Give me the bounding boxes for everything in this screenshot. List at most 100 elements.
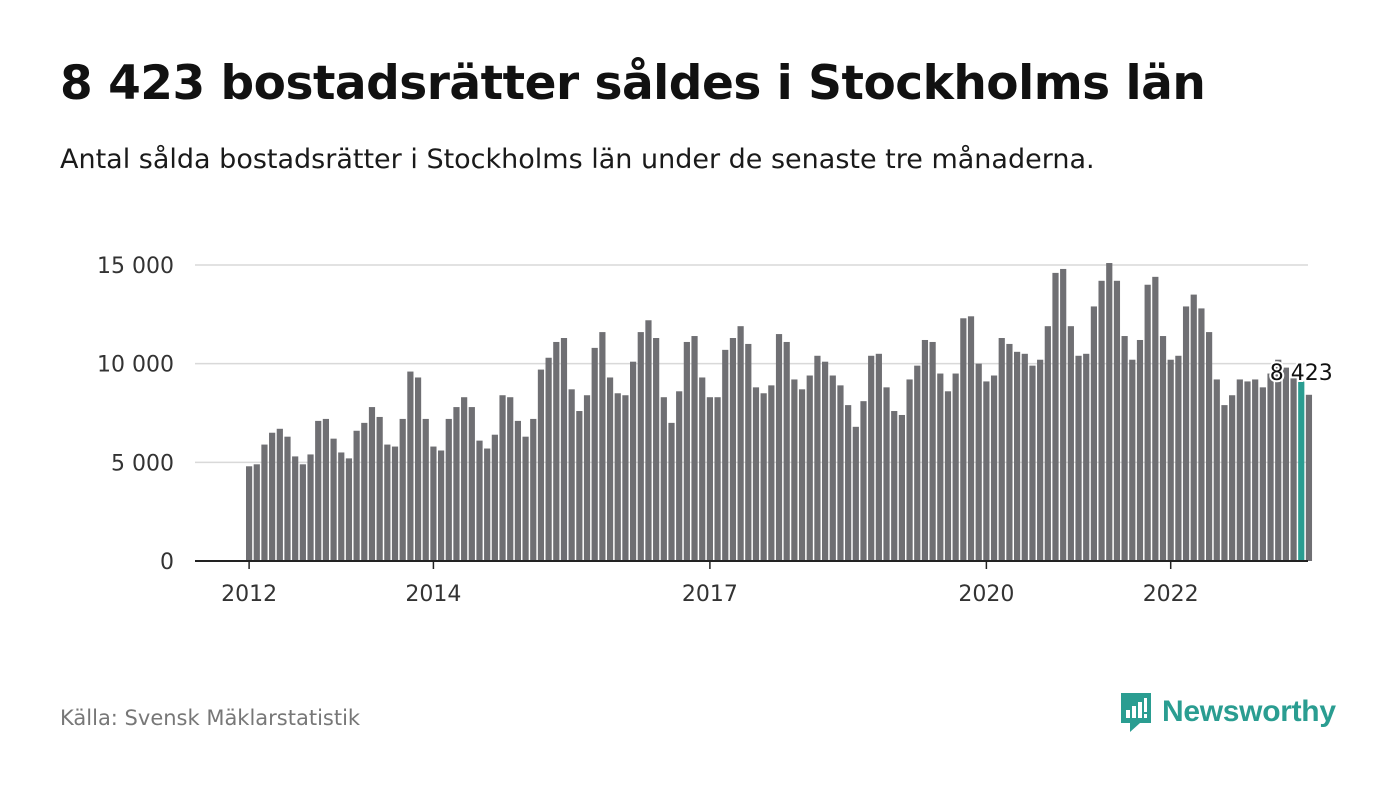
bar (384, 444, 391, 561)
bar (522, 436, 529, 561)
bar (315, 420, 322, 561)
bar (276, 428, 283, 561)
bar (361, 422, 368, 561)
highlighted-bar (1298, 381, 1305, 561)
bar (1060, 268, 1067, 561)
bar (568, 389, 575, 561)
bar (729, 338, 737, 561)
bar (706, 397, 713, 561)
x-tick-labels: 2012 2014 2017 2020 2022 (221, 561, 1199, 607)
bar (891, 411, 898, 561)
bar (338, 452, 345, 561)
bar (1252, 379, 1259, 561)
annotations: 8 423 (1268, 359, 1335, 388)
bar (1067, 326, 1074, 561)
x-tick-label: 2017 (682, 582, 738, 607)
bar (1121, 336, 1128, 561)
bar (791, 379, 798, 561)
bar (1182, 306, 1190, 561)
bar (1167, 359, 1174, 561)
bar (507, 397, 514, 561)
bar (760, 393, 767, 561)
bar (537, 369, 545, 561)
bar (1090, 306, 1097, 561)
bar (284, 436, 291, 561)
brand-logo[interactable]: Newsworthy (1118, 690, 1336, 734)
bar (614, 393, 621, 561)
bar (583, 395, 591, 561)
bar (253, 464, 260, 561)
chart-title: 8 423 bostadsrätter såldes i Stockholms … (60, 56, 1206, 111)
bar (637, 332, 644, 561)
bar (1044, 326, 1051, 561)
bar (998, 338, 1005, 561)
bar (299, 464, 306, 561)
bar (1206, 332, 1213, 561)
bar (845, 405, 852, 561)
bar (983, 381, 990, 561)
bar (1190, 294, 1197, 561)
bar (829, 375, 836, 561)
bar (530, 418, 537, 561)
bar (368, 407, 376, 561)
bar (476, 440, 483, 561)
bar (1014, 351, 1021, 561)
bar (798, 389, 806, 561)
bar (752, 387, 760, 561)
bar (345, 458, 353, 561)
bar (990, 375, 998, 561)
bar (591, 347, 598, 561)
bar (683, 341, 690, 561)
bar (814, 355, 821, 561)
bar (376, 416, 383, 561)
bar (599, 332, 606, 561)
bar (1106, 263, 1113, 561)
bar (783, 341, 790, 561)
source-note: Källa: Svensk Mäklarstatistik (60, 706, 361, 730)
bar (461, 397, 468, 561)
bar (322, 418, 329, 561)
bar (676, 391, 683, 561)
x-tick-label: 2022 (1143, 582, 1199, 607)
bar (1075, 355, 1082, 561)
bar (1236, 379, 1243, 561)
y-tick-label: 5 000 (111, 451, 174, 476)
bar (1282, 367, 1289, 561)
bar (937, 373, 944, 561)
bar (1113, 280, 1121, 561)
bar (1083, 353, 1090, 561)
bar (1021, 353, 1028, 561)
bar (967, 316, 975, 561)
bar (960, 318, 967, 561)
bar (653, 338, 660, 561)
bar (1175, 355, 1182, 561)
bar (883, 387, 890, 561)
bar (545, 357, 552, 561)
bar (261, 444, 268, 561)
brand-name: Newsworthy (1162, 695, 1336, 728)
bar (1290, 377, 1297, 561)
bar (514, 420, 521, 561)
bar (246, 466, 253, 561)
bar (491, 434, 498, 561)
bar (560, 338, 568, 561)
bars (246, 263, 1313, 561)
bar (1037, 359, 1044, 561)
bar (921, 339, 929, 561)
bar (952, 373, 959, 561)
bar (914, 365, 921, 561)
bar (668, 422, 675, 561)
bar (806, 375, 813, 561)
bar (660, 397, 667, 561)
bar (906, 379, 913, 561)
newsworthy-logo-icon (1121, 693, 1151, 732)
bar (468, 407, 475, 561)
bar (860, 401, 867, 561)
bar (453, 407, 460, 561)
bar (1275, 359, 1282, 561)
bar (1098, 280, 1105, 561)
bar (414, 377, 422, 561)
bar (1029, 365, 1036, 561)
bar (576, 411, 583, 561)
bar (553, 341, 560, 561)
